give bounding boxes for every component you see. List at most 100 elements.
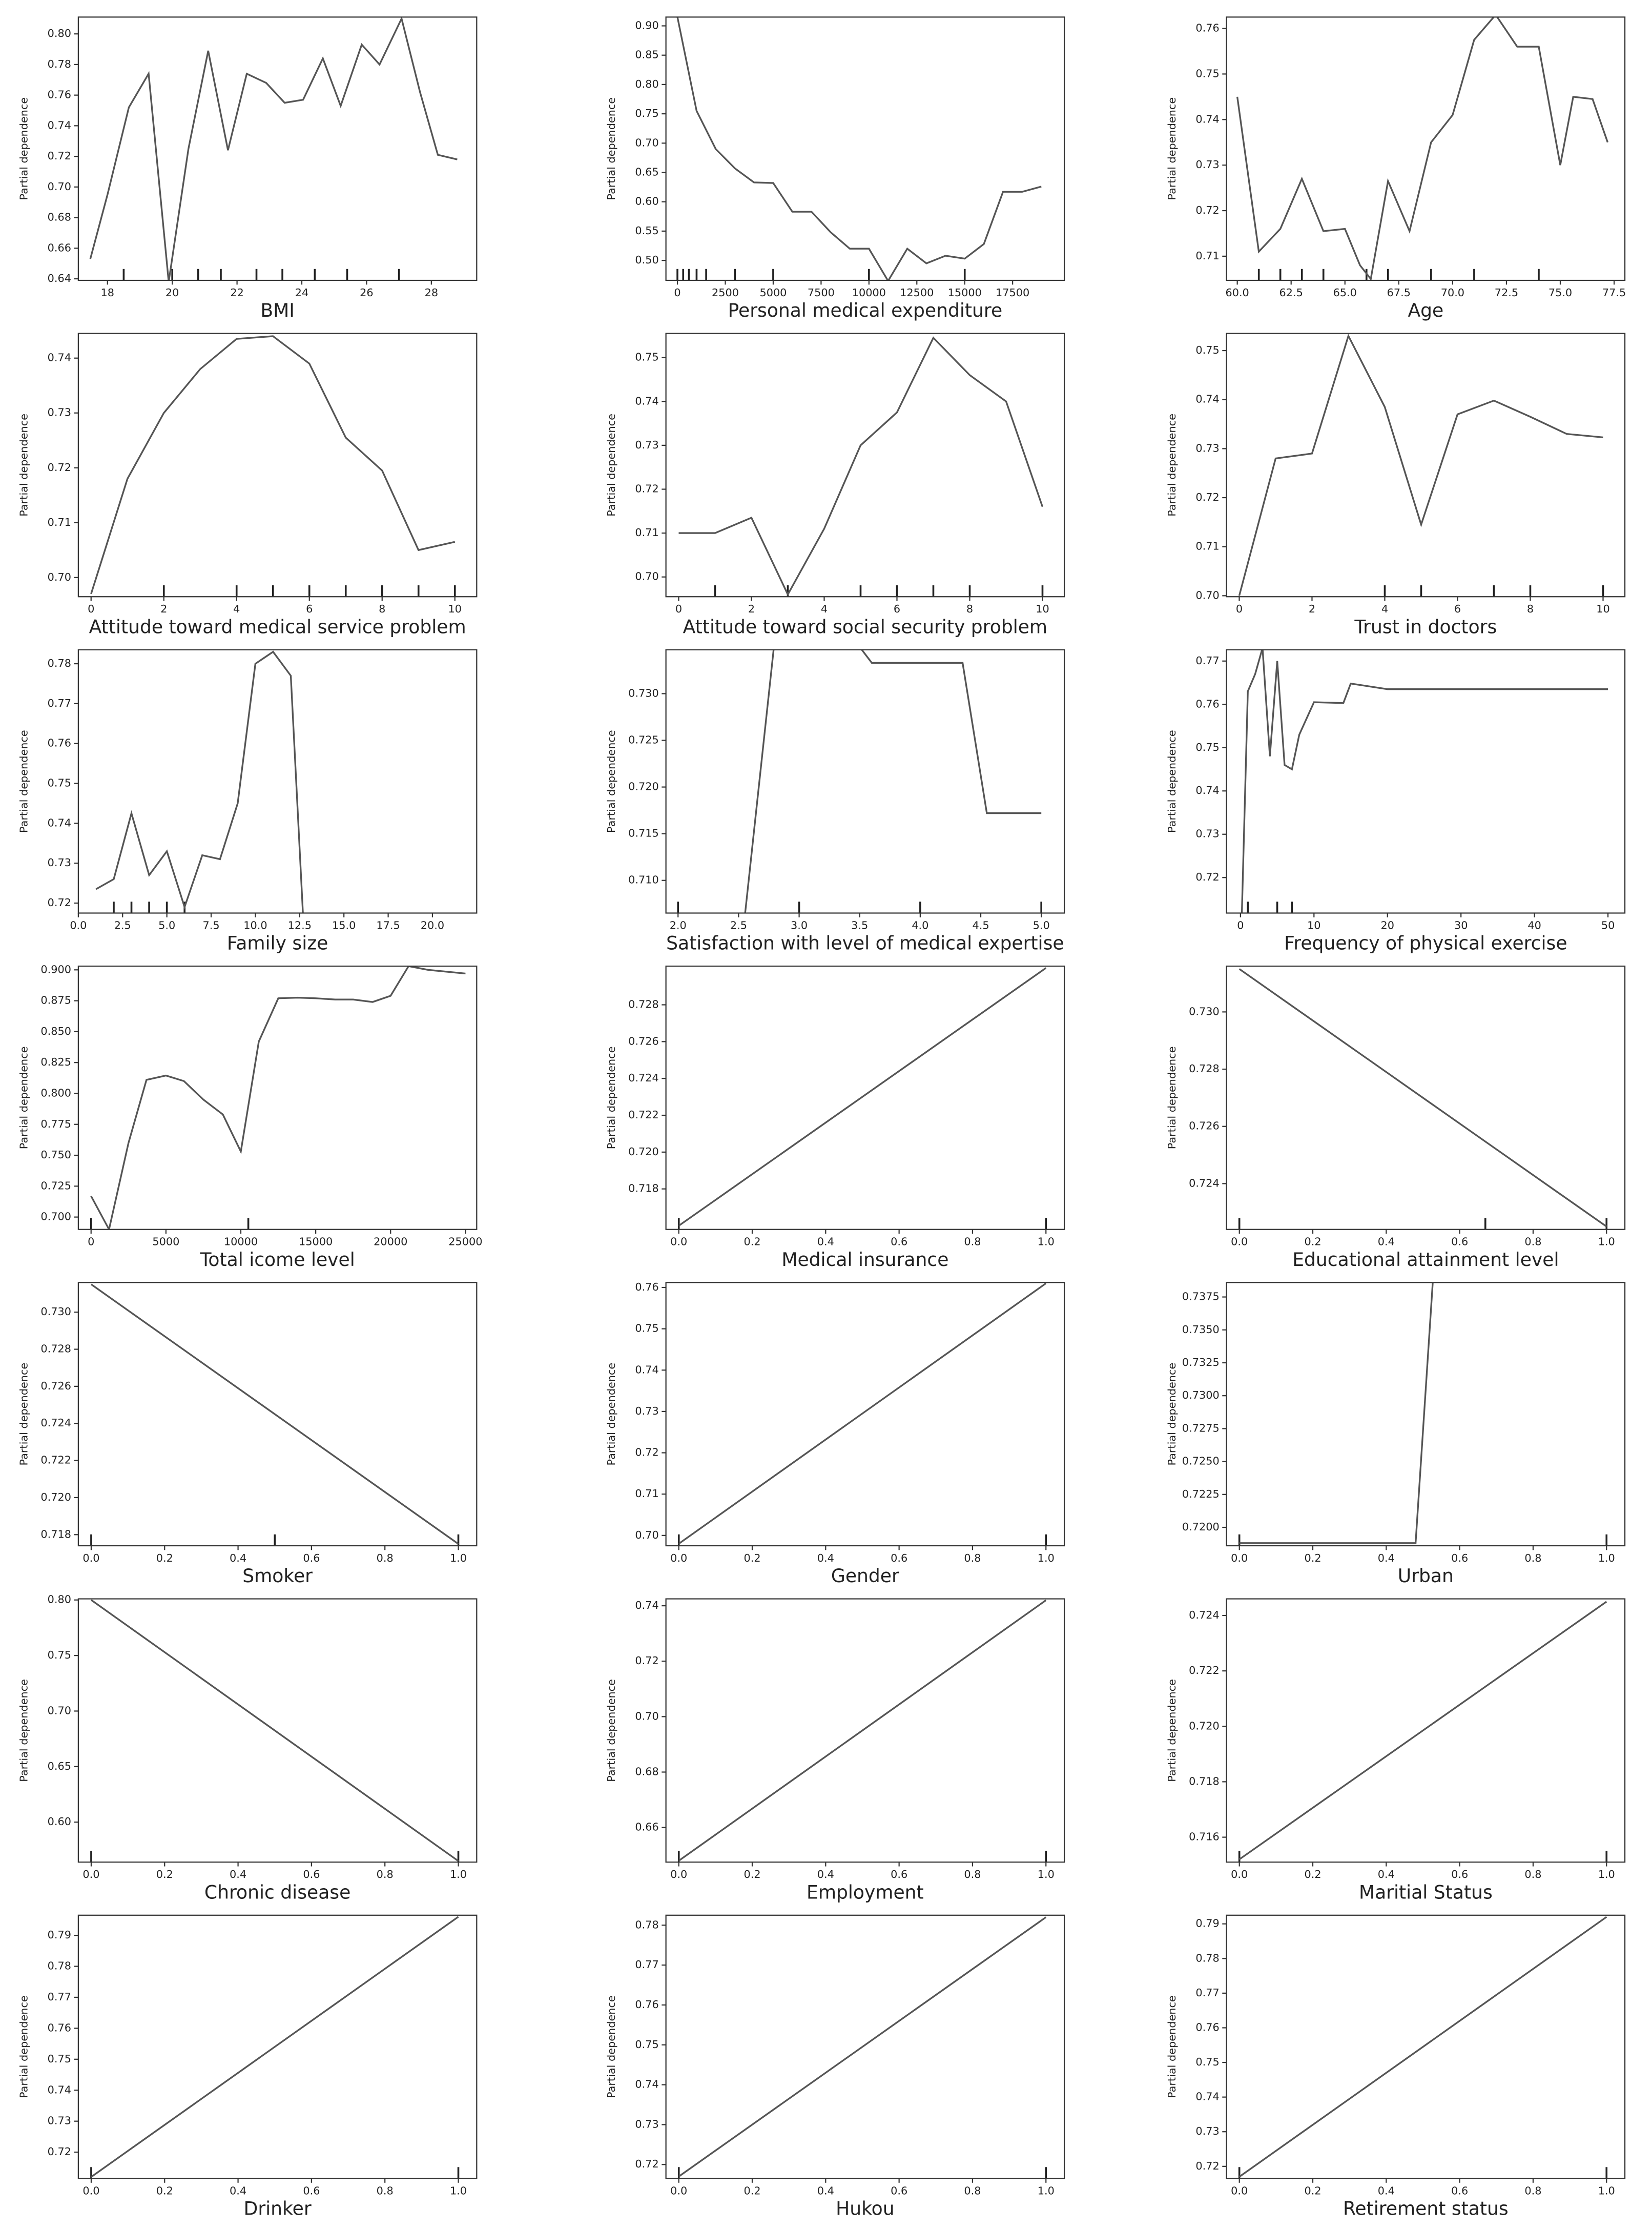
subplot: 0.0 0.2 0.4 0.6 0.8 1.0 0.7200 0.7225 0.7250 0.72… [1166, 1282, 1626, 1587]
x-tick-label: 3.5 [851, 919, 868, 931]
subplot: 0.0 0.2 0.4 0.6 0.8 1.0 0.72 0.73 0.74 0.75 0.76 0.… [17, 1914, 478, 2220]
x-tick-label: 1.0 [1598, 2184, 1615, 2197]
y-tick-label: 0.76 [48, 89, 71, 101]
pd-line [90, 1599, 459, 1862]
y-tick-label: 0.74 [1195, 393, 1219, 405]
y-tick-label: 0.70 [1195, 589, 1219, 601]
x-tick-label: 72.5 [1495, 287, 1518, 299]
plot-frame [77, 649, 478, 914]
x-tick-label: 18 [101, 287, 114, 299]
y-axis-label: Partial dependence [17, 1995, 30, 2098]
x-tick-label: 0.0 [670, 1552, 687, 1564]
y-tick-label: 0.7225 [1182, 1488, 1220, 1500]
y-tick-label: 0.77 [1195, 1987, 1219, 1999]
y-tick-label: 0.80 [635, 78, 658, 90]
pd-line [1239, 1282, 1434, 1544]
y-tick-label: 0.7250 [1182, 1455, 1220, 1467]
x-tick-label: 6 [306, 603, 313, 615]
pd-line [744, 649, 1042, 913]
subplot: 18 20 22 24 26 28 0.64 0.66 0.68 0.70 0.72 0.74 0.76… [17, 16, 478, 321]
x-tick-label: 0 [88, 1236, 94, 1248]
y-axis-label: Partial dependence [1166, 1995, 1178, 2098]
x-tick-label: 0.6 [303, 1552, 320, 1564]
x-tick-label: 6 [1454, 603, 1461, 615]
pd-line [90, 966, 466, 1230]
pd-line [1236, 17, 1609, 280]
plot-frame [665, 1598, 1065, 1863]
pd-line [1238, 333, 1603, 596]
y-axis-label: Partial dependence [17, 1679, 30, 1782]
y-tick-label: 0.79 [48, 1929, 71, 1941]
y-tick-label: 0.77 [635, 1958, 658, 1971]
y-tick-label: 0.70 [635, 1710, 658, 1722]
x-tick-label: 0.2 [156, 1868, 173, 1880]
y-tick-label: 0.73 [48, 2115, 71, 2127]
y-axis-label: Partial dependence [605, 97, 617, 200]
pd-line [90, 1283, 459, 1545]
x-tick-label: 0.4 [230, 1868, 246, 1880]
x-tick-label: 50 [1601, 919, 1615, 931]
y-axis-label: Partial dependence [17, 730, 30, 833]
y-tick-label: 0.75 [635, 1322, 658, 1335]
x-tick-label: 26 [360, 287, 373, 299]
x-axis-label: Medical insurance [781, 1249, 948, 1271]
pd-line [89, 17, 458, 280]
y-tick-label: 0.70 [635, 136, 658, 149]
y-tick-label: 0.75 [1195, 344, 1219, 356]
y-tick-label: 0.66 [48, 241, 71, 254]
subplot: 0.0 0.2 0.4 0.6 0.8 1.0 0.716 0.718 0.720 0.722 0.… [1166, 1598, 1626, 1903]
x-tick-label: 0.6 [1451, 2184, 1468, 2197]
x-tick-label: 0.0 [670, 1236, 687, 1248]
y-axis-label: Partial dependence [605, 1047, 617, 1150]
x-tick-label: 10 [1307, 919, 1320, 931]
y-tick-label: 0.90 [635, 19, 658, 31]
x-tick-label: 0.2 [744, 1552, 760, 1564]
y-axis-label: Partial dependence [605, 1995, 617, 2098]
x-tick-label: 0.0 [70, 919, 87, 931]
x-tick-label: 0.8 [377, 1868, 394, 1880]
y-tick-label: 0.73 [635, 439, 658, 451]
x-tick-label: 0.8 [1524, 1236, 1541, 1248]
x-axis-label: Urban [1398, 1565, 1454, 1587]
y-axis-label: Partial dependence [605, 730, 617, 833]
subplot: 2.0 2.5 3.0 3.5 4.0 4.5 5.0 0.710 0.715 0.720 0.72… [605, 649, 1065, 954]
y-axis-label: Partial dependence [17, 97, 30, 200]
x-axis-label: Chronic disease [204, 1881, 350, 1903]
y-tick-label: 0.710 [628, 874, 659, 886]
plot-frame [665, 333, 1065, 598]
x-tick-label: 4 [233, 603, 240, 615]
y-tick-label: 0.75 [48, 1649, 71, 1661]
x-tick-label: 0.2 [1304, 1236, 1321, 1248]
subplot: 0.0 0.2 0.4 0.6 0.8 1.0 0.70 0.71 0.72 0.73 0.74 0.… [605, 1281, 1065, 1587]
y-tick-label: 0.724 [628, 1072, 659, 1084]
x-axis-label: Satisfaction with level of medical exper… [666, 933, 1064, 954]
y-tick-label: 0.900 [40, 963, 71, 975]
y-tick-label: 0.72 [1195, 204, 1219, 216]
x-tick-label: 7.5 [202, 919, 219, 931]
x-tick-label: 0.2 [1304, 1868, 1321, 1880]
y-tick-label: 0.80 [48, 27, 71, 39]
x-tick-label: 0.4 [817, 2184, 834, 2197]
y-tick-label: 0.71 [1195, 540, 1219, 553]
subplot: 0.0 0.2 0.4 0.6 0.8 1.0 0.72 0.73 0.74 0.75 0.76 0.… [605, 1914, 1065, 2220]
y-tick-label: 0.728 [40, 1343, 71, 1355]
x-tick-label: 8 [966, 603, 973, 615]
y-tick-label: 0.76 [1195, 698, 1219, 710]
x-tick-label: 0.2 [744, 2184, 760, 2197]
y-tick-label: 0.74 [635, 1363, 658, 1376]
y-tick-label: 0.74 [1195, 2091, 1219, 2103]
y-tick-label: 0.60 [635, 195, 658, 208]
x-tick-label: 15000 [948, 287, 982, 299]
y-tick-label: 0.76 [635, 1998, 658, 2011]
pd-line [1238, 1916, 1607, 2178]
x-tick-label: 4 [821, 603, 828, 615]
x-tick-label: 5000 [152, 1236, 179, 1248]
y-tick-label: 0.77 [1195, 654, 1219, 667]
x-tick-label: 0.0 [1231, 2184, 1248, 2197]
x-tick-label: 1.0 [1598, 1552, 1615, 1564]
pd-line [678, 336, 1044, 597]
subplot: 0.0 0.2 0.4 0.6 0.8 1.0 0.72 0.73 0.74 0.75 0.76 0.… [1166, 1914, 1626, 2220]
x-tick-label: 0.6 [1451, 1552, 1468, 1564]
y-tick-label: 0.722 [1189, 1664, 1220, 1676]
y-tick-label: 0.720 [40, 1491, 71, 1503]
